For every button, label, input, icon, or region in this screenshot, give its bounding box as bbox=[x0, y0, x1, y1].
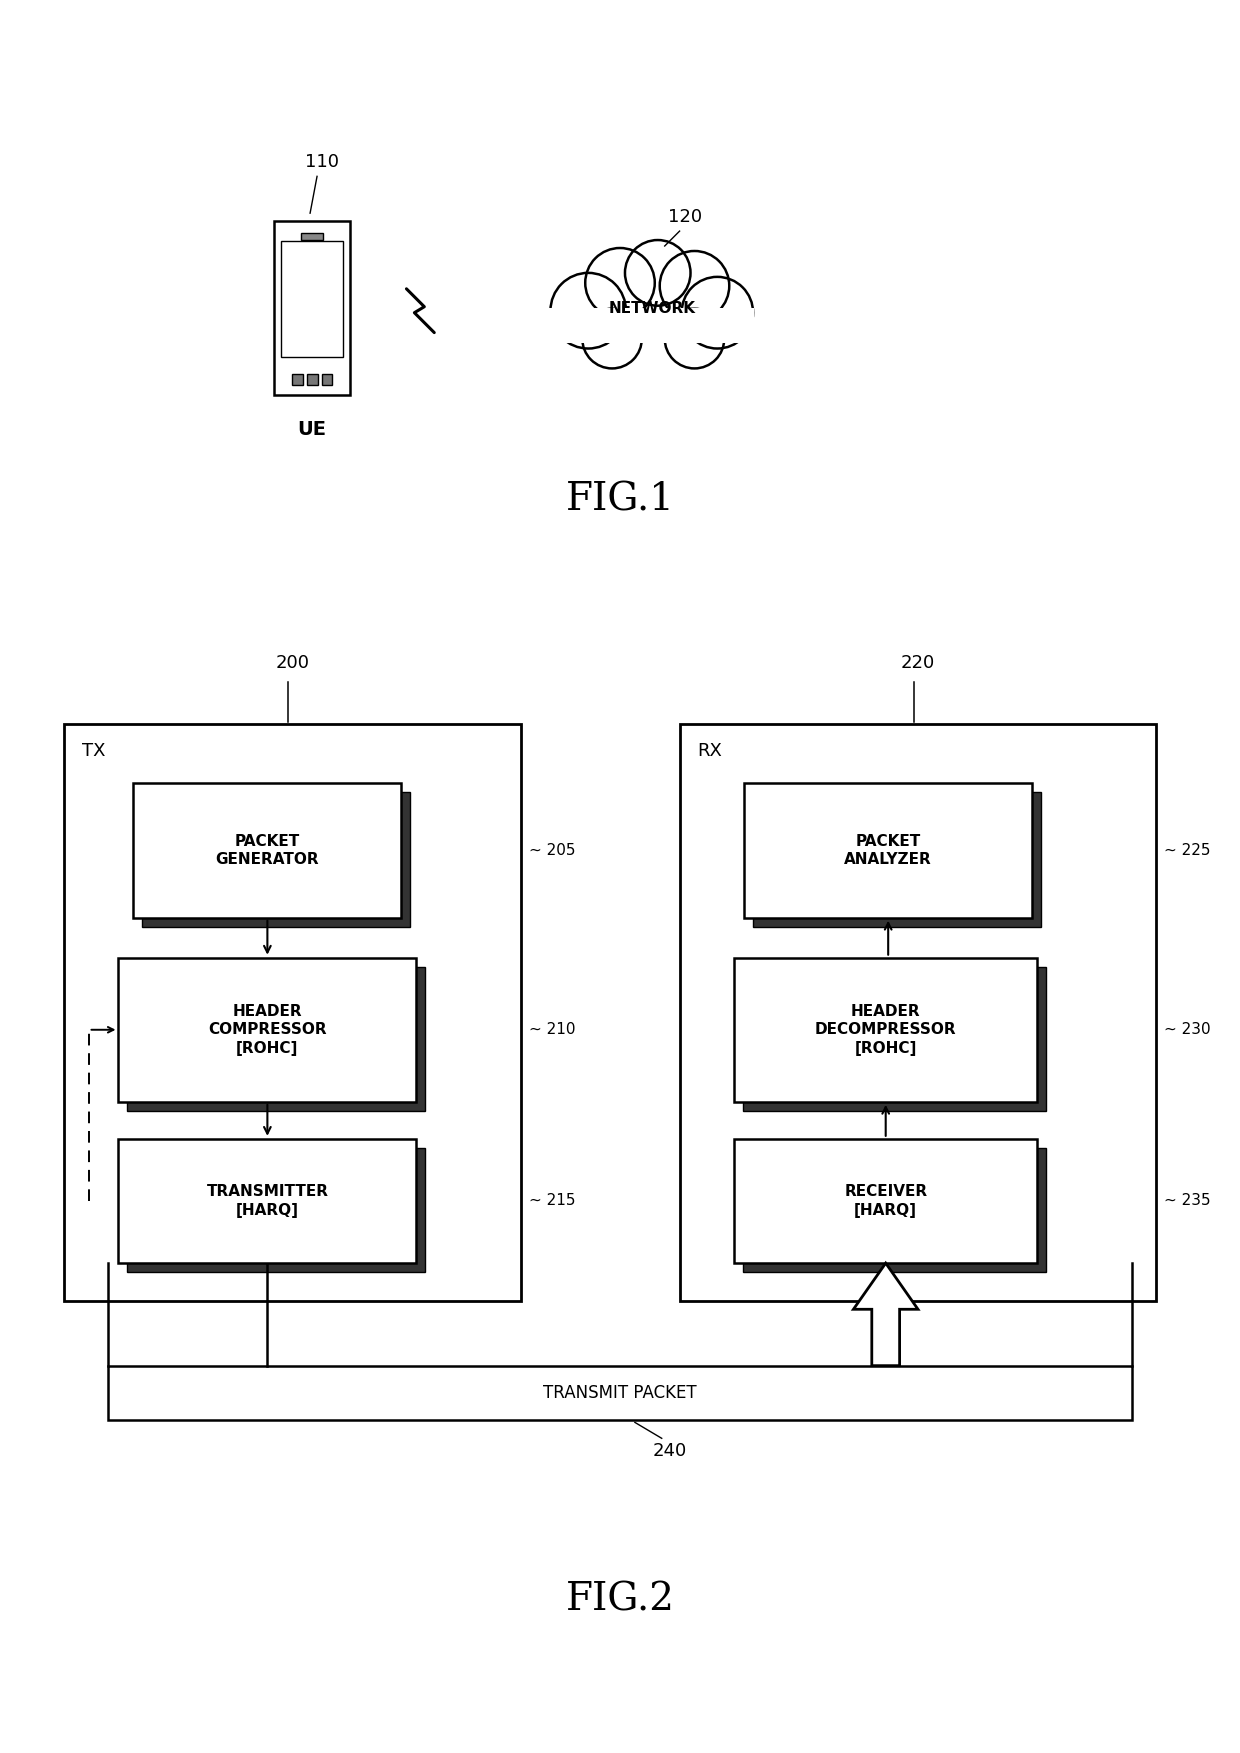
Text: 220: 220 bbox=[900, 654, 935, 671]
Text: ~ 230: ~ 230 bbox=[1164, 1022, 1211, 1038]
Bar bbox=[128, 1148, 425, 1273]
Polygon shape bbox=[853, 1264, 918, 1366]
Bar bbox=[743, 966, 1047, 1111]
Text: 200: 200 bbox=[275, 654, 309, 671]
Bar bbox=[301, 233, 322, 240]
Circle shape bbox=[665, 309, 724, 368]
Text: ~ 210: ~ 210 bbox=[528, 1022, 575, 1038]
Text: FIG.1: FIG.1 bbox=[565, 482, 675, 519]
Bar bbox=[743, 1148, 1047, 1273]
Text: HEADER
DECOMPRESSOR
[ROHC]: HEADER DECOMPRESSOR [ROHC] bbox=[815, 1004, 956, 1055]
Bar bbox=[753, 792, 1042, 927]
Text: 240: 240 bbox=[652, 1443, 687, 1460]
Bar bbox=[133, 784, 402, 919]
Circle shape bbox=[625, 240, 691, 305]
Bar bbox=[546, 309, 754, 342]
Circle shape bbox=[660, 251, 729, 321]
Text: TRANSMIT PACKET: TRANSMIT PACKET bbox=[543, 1385, 697, 1402]
Text: ~ 205: ~ 205 bbox=[528, 843, 575, 859]
Text: ~ 235: ~ 235 bbox=[1164, 1194, 1211, 1208]
Bar bbox=[291, 375, 303, 386]
Bar bbox=[108, 1366, 1132, 1420]
Bar bbox=[321, 375, 332, 386]
Text: RX: RX bbox=[697, 742, 723, 759]
Bar bbox=[128, 966, 425, 1111]
Bar bbox=[744, 784, 1032, 919]
Bar bbox=[274, 221, 350, 394]
Text: PACKET
ANALYZER: PACKET ANALYZER bbox=[844, 834, 932, 868]
Bar bbox=[143, 792, 410, 927]
Text: ~ 215: ~ 215 bbox=[528, 1194, 575, 1208]
Bar bbox=[734, 1139, 1037, 1264]
Circle shape bbox=[583, 309, 642, 368]
Text: ~ 225: ~ 225 bbox=[1164, 843, 1210, 859]
Text: UE: UE bbox=[298, 421, 326, 440]
Bar bbox=[734, 957, 1037, 1103]
Text: 120: 120 bbox=[667, 209, 702, 226]
Bar bbox=[118, 957, 417, 1103]
Circle shape bbox=[585, 247, 655, 317]
Text: RECEIVER
[HARQ]: RECEIVER [HARQ] bbox=[844, 1183, 928, 1218]
Text: TRANSMITTER
[HARQ]: TRANSMITTER [HARQ] bbox=[206, 1183, 329, 1218]
Circle shape bbox=[551, 273, 626, 349]
Bar bbox=[118, 1139, 417, 1264]
Text: PACKET
GENERATOR: PACKET GENERATOR bbox=[216, 834, 319, 868]
Text: FIG.2: FIG.2 bbox=[565, 1581, 675, 1618]
Text: NETWORK: NETWORK bbox=[609, 302, 696, 316]
Bar bbox=[281, 240, 343, 358]
Bar bbox=[306, 375, 317, 386]
Text: 110: 110 bbox=[305, 153, 339, 172]
Bar bbox=[63, 724, 521, 1301]
Bar bbox=[680, 724, 1157, 1301]
Text: TX: TX bbox=[82, 742, 105, 759]
Text: HEADER
COMPRESSOR
[ROHC]: HEADER COMPRESSOR [ROHC] bbox=[208, 1004, 326, 1055]
Circle shape bbox=[682, 277, 753, 349]
